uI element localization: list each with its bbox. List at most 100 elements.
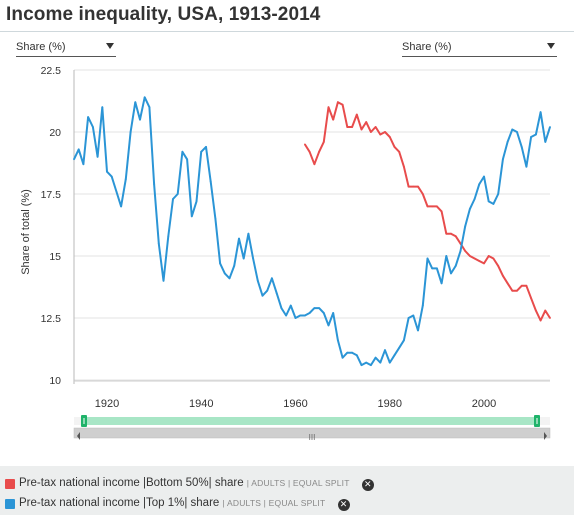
data-point (388, 136, 391, 138)
data-point (483, 262, 485, 265)
data-point (82, 163, 85, 166)
y-axis-ticks: 10 12.5 15 17.5 20 22.5 (41, 65, 62, 387)
x-tick-label: 1920 (95, 398, 119, 410)
data-point (454, 265, 457, 267)
data-point (544, 309, 547, 312)
series-top-1 (73, 96, 551, 367)
data-point (252, 257, 255, 260)
data-point (393, 354, 396, 357)
data-point (355, 354, 358, 357)
remove-series-icon[interactable]: ✕ (337, 499, 350, 511)
data-point (148, 106, 151, 109)
data-point (351, 126, 353, 128)
data-point (403, 339, 405, 342)
data-point (535, 133, 537, 136)
data-point (379, 133, 382, 136)
left-unit-select[interactable]: Share (%) (16, 40, 116, 57)
data-point (403, 165, 405, 168)
data-point (139, 118, 141, 121)
data-point (242, 257, 245, 260)
data-point (506, 282, 509, 285)
data-point (440, 282, 443, 285)
data-point (346, 351, 349, 354)
x-tick-label: 1940 (189, 398, 213, 410)
data-point (153, 183, 156, 185)
data-point (143, 96, 146, 99)
data-point (407, 185, 410, 188)
scrollbar-thumb[interactable] (73, 427, 551, 439)
legend-label: Pre-tax national income |Top 1%| share (19, 497, 220, 509)
data-point (530, 136, 532, 138)
data-point (92, 126, 94, 128)
data-point (214, 217, 217, 220)
y-tick-label: 10 (49, 375, 61, 387)
data-point (181, 150, 184, 153)
data-point (535, 309, 537, 312)
series-bottom-50 (304, 101, 551, 322)
line-chart: Share of total (%) 10 12.5 15 17.5 20 22.5 19… (20, 65, 551, 442)
data-point (360, 128, 363, 131)
data-point (492, 257, 495, 260)
data-point (186, 158, 189, 161)
left-unit-select-value: Share (%) (16, 41, 66, 53)
navigator-selected-range[interactable] (84, 417, 538, 425)
data-point (549, 126, 551, 128)
y-tick-label: 17.5 (41, 189, 62, 201)
data-point (398, 150, 401, 153)
data-point (365, 121, 368, 123)
y-tick-label: 20 (49, 127, 61, 139)
data-point (412, 314, 415, 317)
data-point (450, 272, 452, 275)
data-point (393, 146, 396, 148)
data-point (304, 143, 306, 146)
scroll-left-icon[interactable] (77, 432, 80, 440)
data-point (370, 364, 372, 366)
data-point (436, 267, 438, 270)
data-point (511, 289, 514, 292)
data-point (322, 312, 325, 314)
series-line (304, 101, 551, 322)
data-point (134, 101, 137, 104)
data-point (346, 126, 349, 128)
data-point (454, 235, 457, 238)
data-point (379, 361, 382, 364)
data-point (417, 185, 419, 188)
data-point (261, 294, 264, 297)
data-point (157, 242, 160, 245)
data-point (110, 175, 113, 178)
chart-series (73, 96, 551, 367)
data-point (483, 175, 485, 178)
data-point (247, 232, 250, 235)
scroll-right-icon[interactable] (544, 432, 547, 440)
legend-swatch (5, 499, 15, 509)
data-point (384, 349, 386, 352)
data-point (308, 312, 311, 314)
data-point (96, 155, 99, 158)
data-point (77, 148, 80, 151)
data-point (478, 260, 481, 262)
remove-series-icon[interactable]: ✕ (361, 479, 374, 491)
data-point (525, 284, 528, 287)
x-tick-label: 1960 (283, 398, 307, 410)
y-tick-label: 22.5 (41, 65, 62, 77)
data-point (205, 146, 207, 148)
y-tick-label: 15 (49, 251, 61, 263)
data-point (299, 314, 302, 317)
right-unit-select[interactable]: Share (%) (402, 40, 557, 57)
data-point (374, 126, 377, 128)
data-point (129, 131, 132, 133)
data-point (294, 317, 297, 319)
data-point (209, 180, 212, 183)
range-navigator[interactable]: III (73, 415, 551, 442)
data-point (487, 255, 490, 257)
title-divider (0, 31, 574, 32)
data-point (440, 210, 443, 213)
data-point (360, 364, 363, 366)
data-point (313, 163, 316, 166)
data-point (285, 314, 287, 317)
data-point (280, 307, 283, 309)
data-point (450, 232, 452, 235)
data-point (223, 272, 226, 275)
data-point (530, 297, 532, 300)
data-point (304, 314, 306, 317)
